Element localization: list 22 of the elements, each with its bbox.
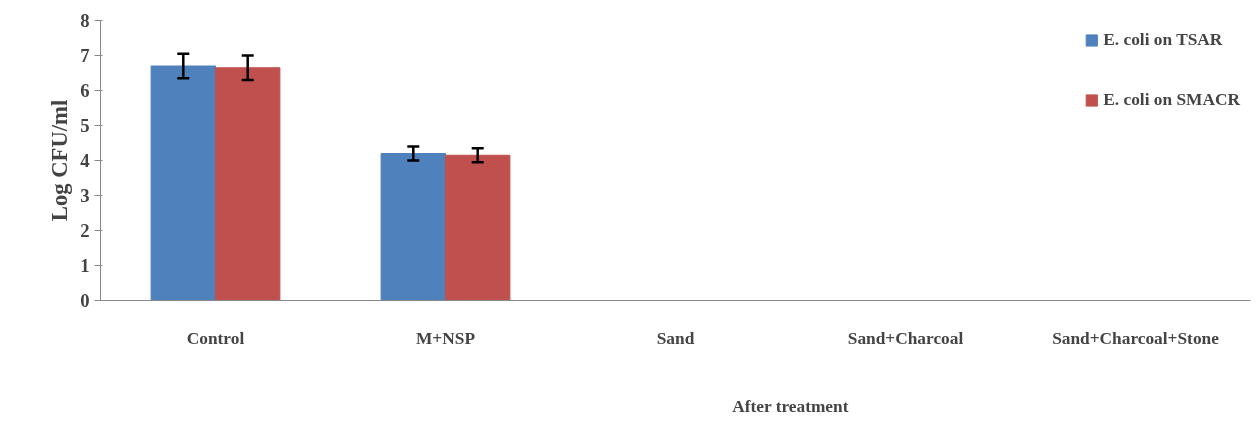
x-tick-label: Sand+Charcoal+Stone bbox=[1052, 328, 1220, 348]
x-tick-label: Sand bbox=[656, 328, 695, 348]
bar bbox=[445, 154, 511, 301]
y-tick-label: 7 bbox=[80, 45, 90, 66]
y-tick-label: 5 bbox=[80, 115, 90, 136]
legend-label: E. coli on SMACR bbox=[1103, 90, 1240, 110]
y-tick-label: 2 bbox=[80, 220, 90, 241]
bar bbox=[150, 65, 216, 301]
y-tick-label: 4 bbox=[80, 150, 90, 171]
y-tick-label: 8 bbox=[80, 10, 90, 31]
legend-label: E. coli on TSAR bbox=[1103, 30, 1223, 50]
bar bbox=[215, 67, 281, 301]
y-axis-title: Log CFU/ml bbox=[47, 99, 73, 222]
text: After treatment bbox=[732, 396, 849, 416]
y-tick-label: 6 bbox=[80, 80, 90, 101]
bar bbox=[380, 153, 446, 301]
x-tick-label: Control bbox=[186, 328, 245, 348]
y-tick-label: 0 bbox=[80, 290, 90, 311]
x-tick-label: M+NSP bbox=[416, 328, 476, 348]
x-tick-label: Sand+Charcoal bbox=[847, 328, 964, 348]
y-tick-label: 3 bbox=[80, 185, 90, 206]
y-tick-label: 1 bbox=[80, 255, 90, 276]
